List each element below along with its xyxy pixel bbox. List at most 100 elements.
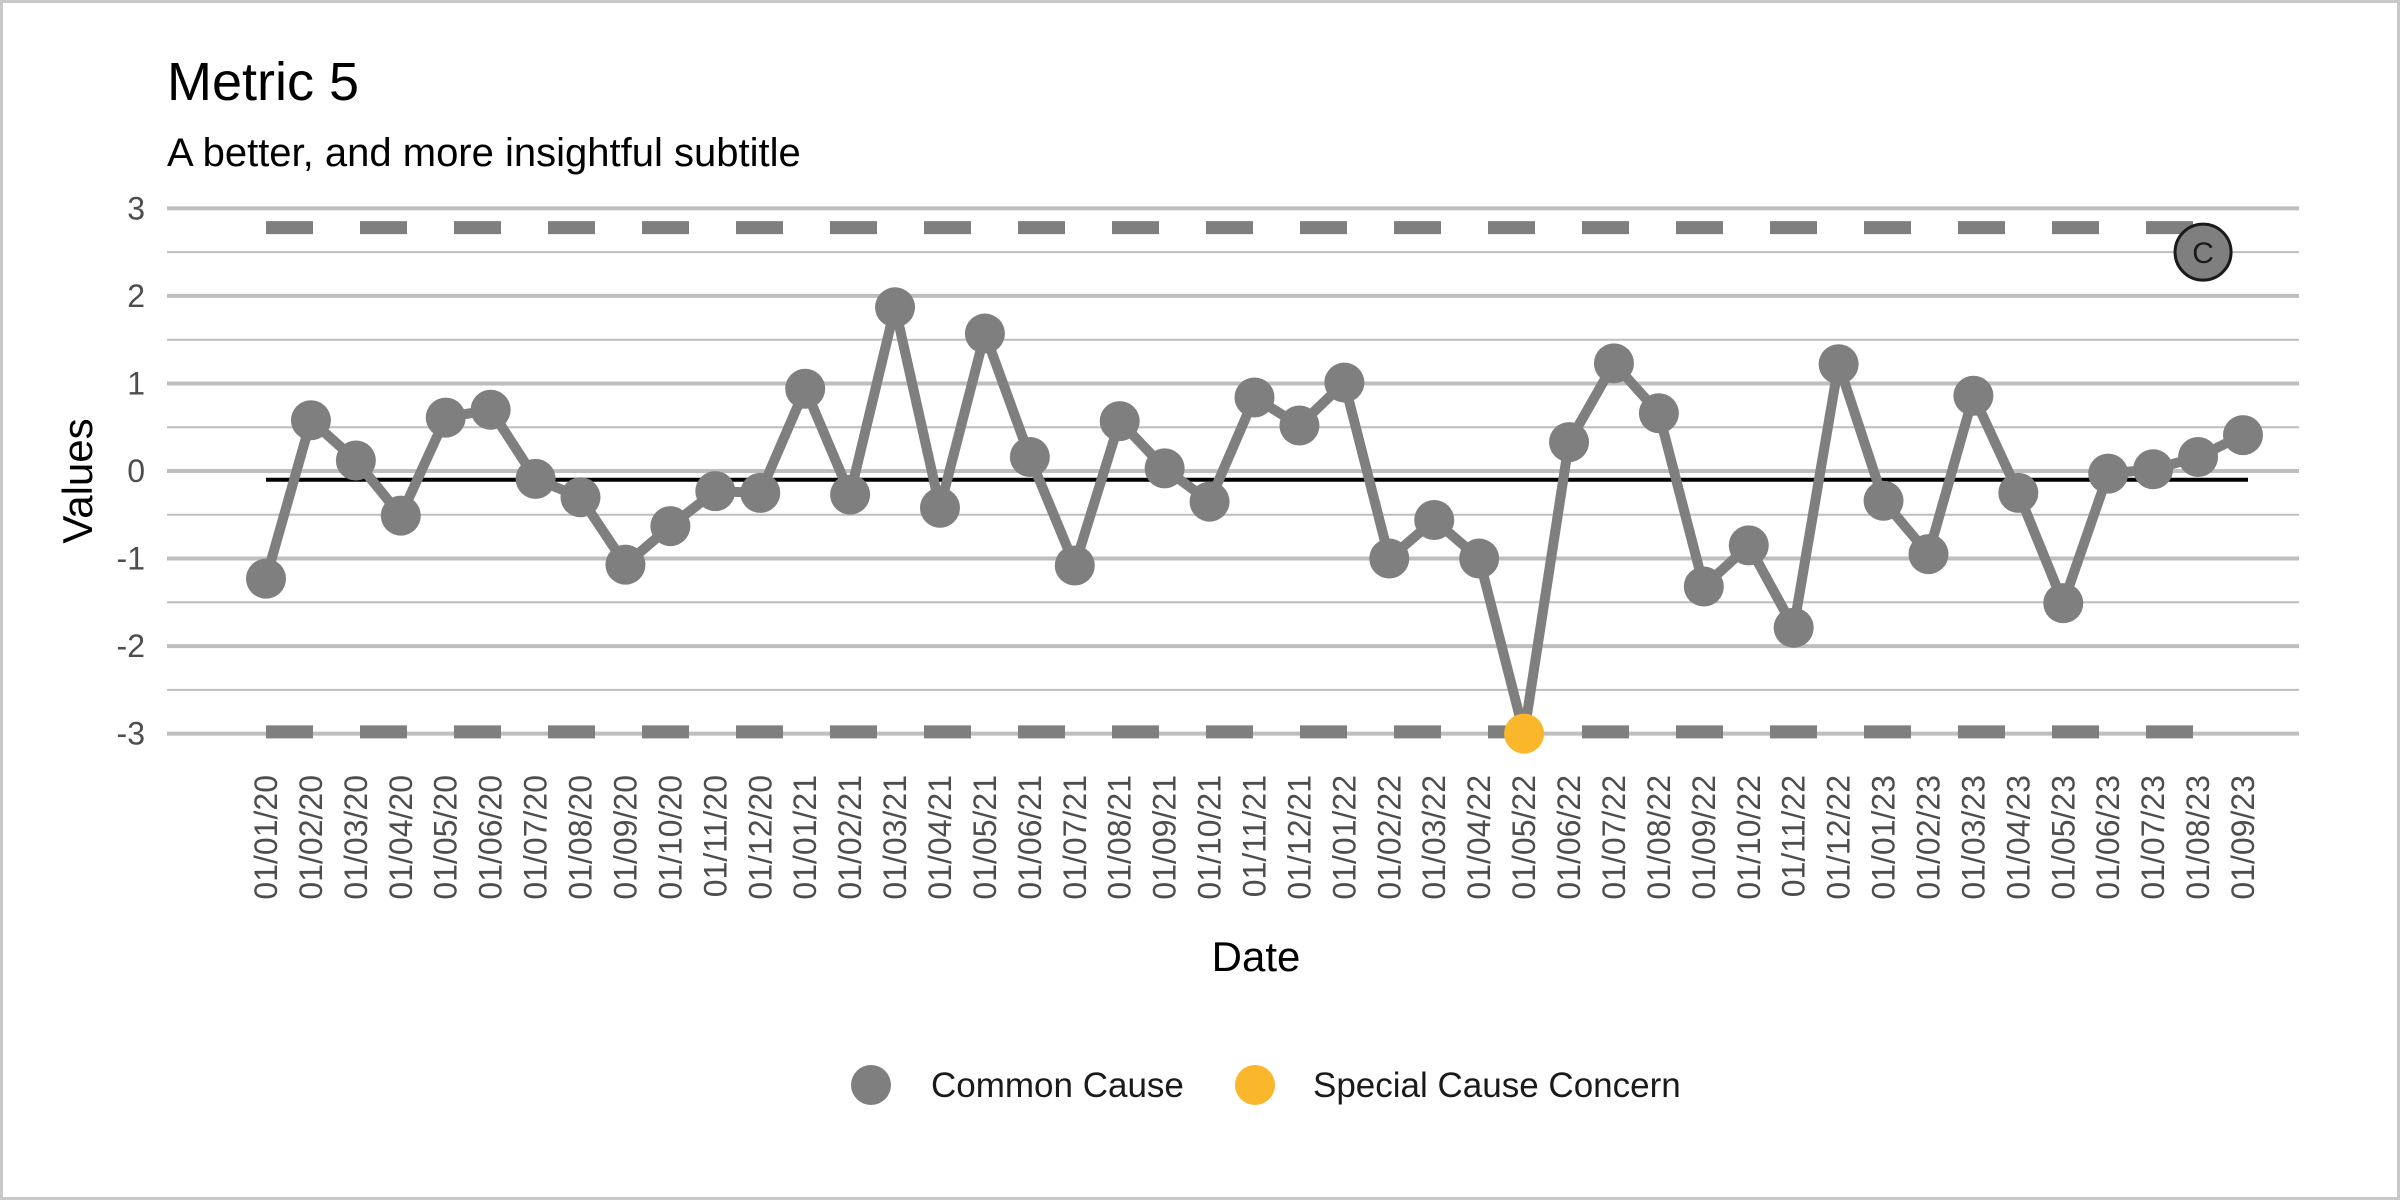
common-cause-point	[830, 474, 871, 515]
x-tick-label: 01/11/22	[1776, 775, 1812, 897]
x-tick-label: 01/06/20	[473, 775, 509, 900]
x-axis-ticks: 01/01/20 01/02/20 01/03/20 01/04/20 01/05/20…	[248, 775, 2261, 900]
x-tick-label: 01/02/21	[832, 775, 868, 900]
common-cause-point	[650, 506, 691, 547]
common-cause-point	[605, 544, 646, 585]
x-tick-label: 01/11/20	[697, 775, 733, 897]
common-cause-point	[1953, 375, 1994, 416]
common-cause-point	[1324, 362, 1365, 403]
x-tick-label: 01/08/23	[2180, 775, 2216, 900]
x-tick-label: 01/10/20	[652, 775, 688, 900]
grid-lines	[167, 206, 2299, 736]
x-tick-label: 01/10/22	[1731, 775, 1767, 900]
x-tick-label: 01/03/20	[338, 775, 374, 900]
common-cause-point	[1099, 401, 1140, 442]
common-cause-point	[1908, 534, 1949, 575]
common-cause-point	[1549, 422, 1590, 463]
x-tick-label: 01/01/20	[248, 775, 284, 900]
x-tick-label: 01/10/21	[1192, 775, 1228, 900]
x-tick-label: 01/12/22	[1821, 775, 1857, 900]
x-tick-label: 01/06/22	[1551, 775, 1587, 900]
common-cause-point	[290, 400, 331, 441]
x-tick-label: 01/05/22	[1506, 775, 1542, 900]
x-tick-label: 01/06/23	[2090, 775, 2126, 900]
common-cause-point	[515, 458, 556, 499]
legend-special-cause-swatch	[1235, 1065, 1275, 1105]
data-series	[261, 302, 2248, 739]
common-cause-point	[2223, 415, 2263, 456]
x-tick-label: 01/12/21	[1281, 775, 1317, 900]
common-cause-variation-icon	[2173, 222, 2233, 282]
common-cause-point	[1683, 566, 1724, 607]
x-tick-label: 01/03/21	[877, 775, 913, 900]
common-cause-point	[2133, 449, 2174, 490]
x-axis-title: Date	[1212, 933, 1301, 980]
legend-common-cause-label: Common Cause	[931, 1066, 1184, 1105]
x-tick-label: 01/09/23	[2225, 775, 2261, 900]
x-tick-label: 01/08/21	[1102, 775, 1138, 900]
x-tick-label: 01/07/20	[518, 775, 554, 900]
common-cause-point	[1189, 481, 1230, 522]
y-axis-title: Values	[54, 418, 101, 543]
common-cause-point	[1009, 436, 1050, 477]
common-cause-point	[1638, 393, 1679, 434]
x-tick-label: 01/03/22	[1416, 775, 1452, 900]
rule-annotation: C	[2173, 222, 2233, 282]
y-tick-label: 2	[127, 278, 145, 314]
chart-title: Metric 5	[167, 52, 359, 112]
x-tick-label: 01/05/20	[428, 775, 464, 900]
x-tick-label: 01/02/23	[1910, 775, 1946, 900]
common-cause-point	[1369, 538, 1410, 579]
x-tick-label: 01/08/22	[1641, 775, 1677, 900]
x-tick-label: 01/07/21	[1057, 775, 1093, 900]
common-cause-point	[740, 472, 781, 513]
x-tick-label: 01/12/20	[742, 775, 778, 900]
x-tick-label: 01/05/23	[2045, 775, 2081, 900]
common-cause-point	[1773, 607, 1814, 648]
common-cause-point	[425, 397, 466, 438]
common-cause-point	[1863, 480, 1904, 521]
x-tick-label: 01/08/20	[563, 775, 599, 900]
common-cause-point	[2088, 453, 2129, 494]
x-tick-label: 01/04/21	[922, 775, 958, 900]
common-cause-point	[695, 471, 736, 512]
common-cause-variation-icon-label: C	[2192, 237, 2214, 270]
x-tick-label: 01/02/20	[293, 775, 329, 900]
common-cause-point	[470, 389, 511, 430]
common-cause-point	[1054, 545, 1095, 586]
x-tick-label: 01/09/20	[607, 775, 643, 900]
x-tick-label: 01/09/21	[1147, 775, 1183, 900]
y-axis-ticks: 3 2 1 0 -1 -2 -3	[117, 190, 145, 751]
common-cause-point	[919, 487, 960, 528]
common-cause-point	[246, 558, 286, 599]
y-tick-label: -1	[117, 541, 145, 577]
control-limits	[266, 221, 2248, 739]
x-tick-label: 01/05/21	[967, 775, 1003, 900]
series-line	[261, 302, 2248, 739]
x-tick-label: 01/02/22	[1371, 775, 1407, 900]
common-cause-point	[1728, 525, 1769, 566]
y-tick-label: 1	[127, 365, 145, 401]
x-tick-label: 01/03/23	[1955, 775, 1991, 900]
x-tick-label: 01/01/21	[787, 775, 823, 900]
legend-special-cause-label: Special Cause Concern	[1313, 1066, 1681, 1105]
y-tick-label: -2	[117, 628, 145, 664]
x-tick-label: 01/09/22	[1686, 775, 1722, 900]
y-tick-label: 3	[127, 190, 145, 226]
common-cause-point	[2043, 583, 2084, 624]
x-tick-label: 01/07/23	[2135, 775, 2171, 900]
common-cause-point	[1998, 472, 2039, 513]
common-cause-point	[335, 440, 376, 481]
common-cause-point	[380, 495, 421, 536]
common-cause-point	[1279, 405, 1320, 446]
legend-common-cause-swatch	[851, 1065, 891, 1105]
legend: Common Cause Special Cause Concern	[851, 1065, 1681, 1105]
x-tick-label: 01/04/22	[1461, 775, 1497, 900]
y-tick-label: -3	[117, 716, 145, 752]
common-cause-point	[1459, 538, 1500, 579]
common-cause-point	[1234, 377, 1275, 418]
x-tick-label: 01/04/23	[2000, 775, 2036, 900]
common-cause-point	[875, 287, 916, 328]
common-cause-point	[560, 477, 601, 518]
